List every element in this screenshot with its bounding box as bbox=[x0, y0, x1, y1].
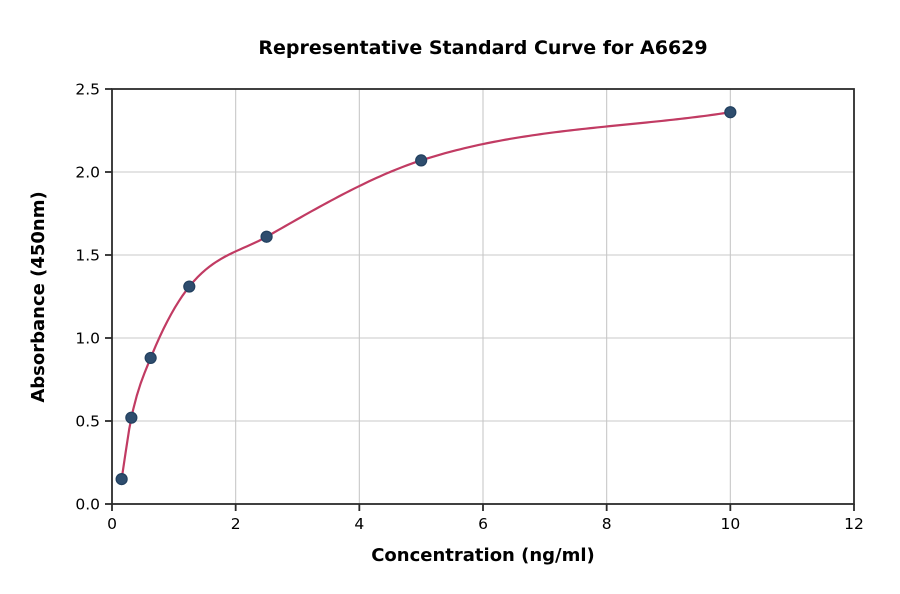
data-point bbox=[260, 230, 273, 243]
x-tick-label: 6 bbox=[478, 515, 488, 533]
data-point bbox=[144, 351, 157, 365]
y-tick-label: 2.0 bbox=[75, 164, 100, 182]
gridlines-layer bbox=[112, 89, 854, 504]
fit-curve-path bbox=[120, 111, 732, 481]
y-tick-label: 1.5 bbox=[75, 247, 100, 265]
x-tick-label: 10 bbox=[720, 515, 740, 533]
axis-ticks-layer bbox=[105, 88, 855, 511]
chart-title: Representative Standard Curve for A6629 bbox=[258, 37, 707, 59]
x-tick-label: 12 bbox=[844, 515, 864, 533]
data-point bbox=[125, 411, 138, 424]
data-point bbox=[115, 473, 128, 486]
x-tick-label: 8 bbox=[602, 515, 612, 533]
y-tick-label: 0.5 bbox=[75, 413, 100, 431]
data-point bbox=[415, 154, 428, 167]
x-tick-label: 2 bbox=[231, 515, 241, 533]
y-tick-label: 2.5 bbox=[75, 81, 100, 99]
y-tick-label: 1.0 bbox=[75, 330, 100, 348]
tick-labels-layer: 0 2 4 6 8 10 12 0.0 0.5 1.0 1.5 2.0 2.5 bbox=[75, 81, 864, 534]
fit-curve-layer bbox=[120, 111, 732, 481]
y-axis-label: Absorbance (450nm) bbox=[28, 191, 49, 402]
x-tick-label: 0 bbox=[107, 515, 117, 533]
x-tick-label: 4 bbox=[354, 515, 364, 533]
data-points-layer bbox=[115, 106, 737, 486]
data-point bbox=[724, 106, 737, 119]
data-point bbox=[183, 280, 196, 293]
y-tick-label: 0.0 bbox=[75, 496, 100, 514]
x-axis-label: Concentration (ng/ml) bbox=[371, 545, 595, 566]
